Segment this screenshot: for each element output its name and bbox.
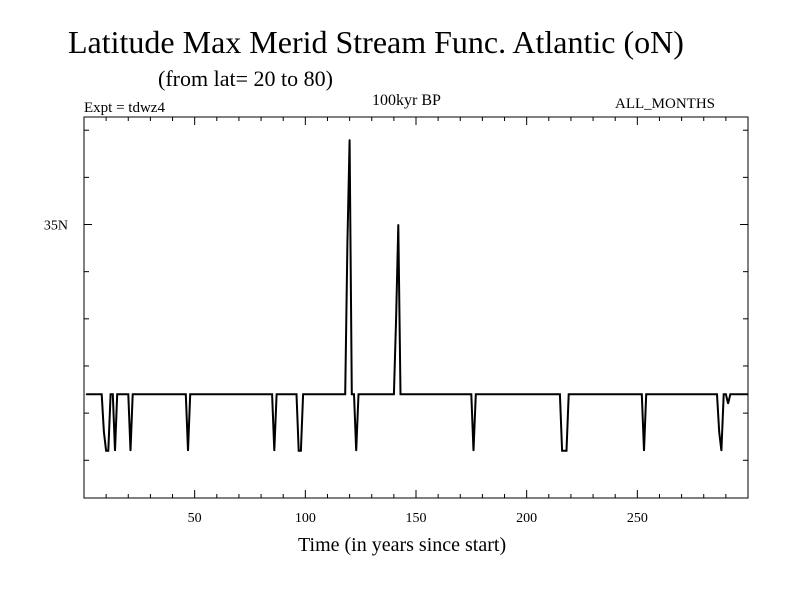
x-tick-label: 250 — [627, 511, 648, 526]
data-point — [346, 242, 348, 244]
data-point — [114, 450, 116, 452]
data-point — [187, 450, 189, 452]
data-point — [185, 393, 187, 395]
data-point — [271, 393, 273, 395]
data-point — [105, 450, 107, 452]
x-axis-ticks: 50 100 150 200 250 — [105, 117, 727, 526]
data-point — [729, 393, 731, 395]
data-point — [85, 393, 87, 395]
data-point — [643, 450, 645, 452]
data-point — [116, 393, 118, 395]
x-tick-label: 200 — [516, 511, 537, 526]
y-tick-label: 35N — [44, 219, 68, 234]
plot-frame — [83, 116, 749, 499]
data-point — [400, 393, 401, 395]
data-point — [276, 393, 278, 395]
data-point — [302, 393, 304, 395]
data-point — [568, 393, 570, 395]
data-point — [747, 393, 749, 395]
series-group — [85, 139, 749, 452]
chart-title: Latitude Max Merid Stream Func. Atlantic… — [68, 24, 684, 60]
data-point — [723, 393, 725, 395]
data-point — [727, 403, 729, 405]
data-point — [273, 450, 275, 452]
data-point — [110, 393, 112, 395]
data-point — [130, 450, 131, 452]
data-point — [475, 393, 477, 395]
data-point — [298, 450, 300, 452]
x-tick-label: 150 — [406, 511, 427, 526]
series-line — [86, 139, 748, 452]
data-point — [395, 318, 397, 320]
experiment-label: Expt = tdwz4 — [84, 100, 165, 116]
data-point — [127, 393, 129, 395]
months-label: ALL_MONTHS — [615, 96, 715, 112]
data-point — [358, 393, 359, 395]
data-point — [641, 393, 643, 395]
data-point — [103, 431, 105, 433]
data-point — [353, 393, 355, 395]
data-point — [397, 224, 399, 225]
data-point — [725, 393, 727, 395]
data-point — [351, 393, 353, 395]
period-label: 100kyr BP — [372, 92, 441, 109]
x-tick-label: 100 — [295, 511, 316, 526]
data-point — [559, 393, 561, 395]
data-point — [393, 393, 395, 395]
data-point — [720, 450, 722, 452]
data-point — [355, 450, 357, 452]
data-point — [101, 393, 103, 395]
data-point — [561, 450, 563, 452]
data-point — [473, 450, 474, 452]
x-axis-label: Time (in years since start) — [298, 534, 507, 556]
data-point — [566, 450, 567, 452]
data-point — [300, 450, 302, 452]
data-point — [470, 393, 472, 395]
data-point — [132, 393, 134, 395]
data-point — [645, 393, 647, 395]
data-point — [112, 393, 114, 395]
chart-subtitle: (from lat= 20 to 80) — [158, 66, 333, 91]
data-point — [349, 139, 351, 141]
data-point — [716, 393, 718, 395]
data-point — [718, 431, 720, 433]
data-point — [189, 393, 191, 395]
data-point — [344, 393, 346, 395]
data-point — [296, 393, 297, 395]
data-point — [107, 450, 109, 452]
x-tick-label: 50 — [188, 511, 202, 526]
y-axis-ticks: 35N — [44, 129, 748, 461]
